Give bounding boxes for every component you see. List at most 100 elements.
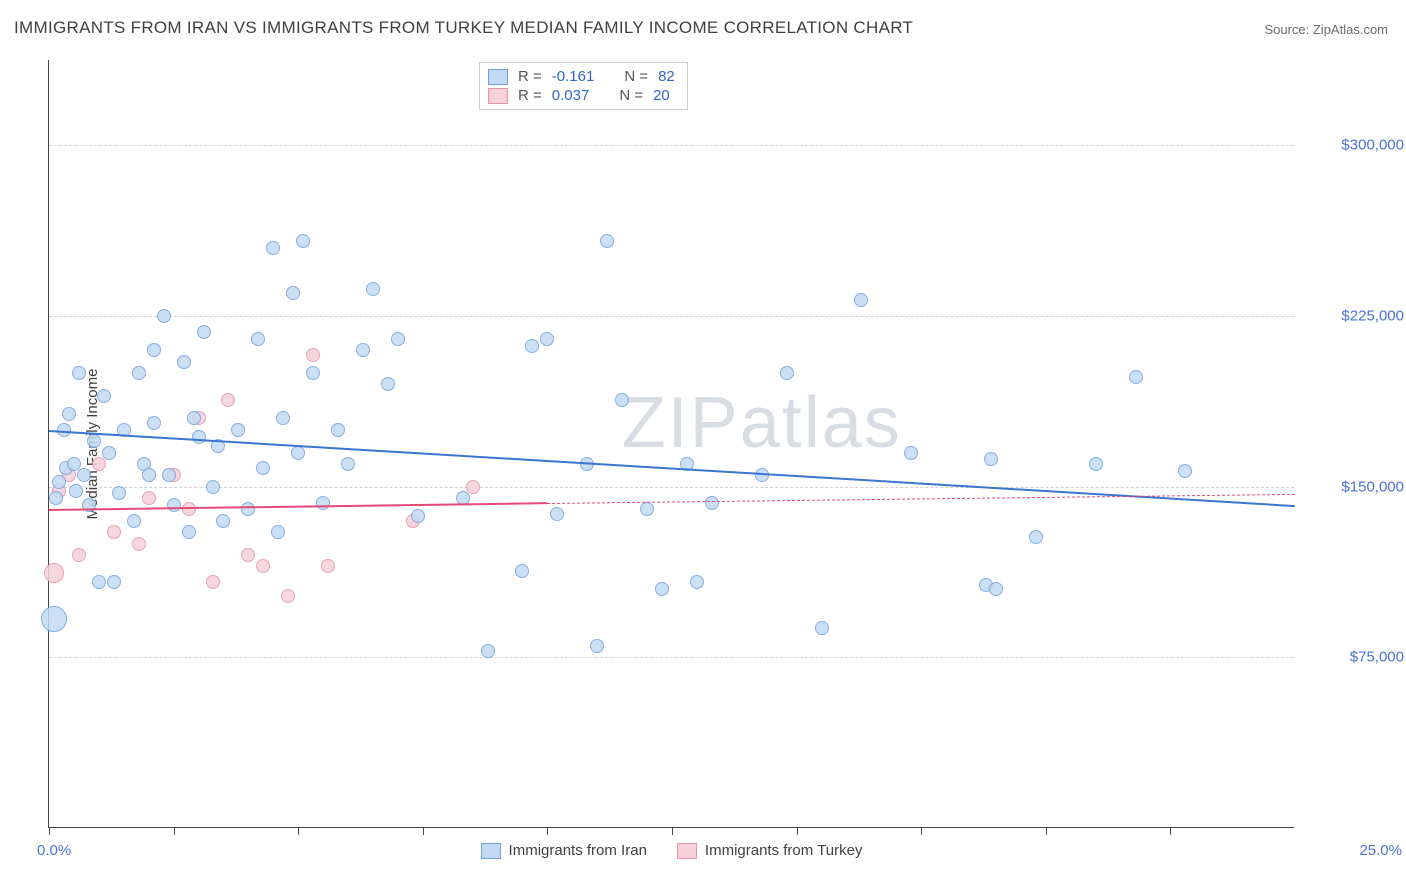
scatter-point — [132, 366, 146, 380]
scatter-point — [904, 446, 918, 460]
plot-area: Median Family Income ZIPatlas 0.0% 25.0%… — [48, 60, 1294, 828]
legend-label: Immigrants from Turkey — [705, 842, 863, 859]
scatter-point — [206, 575, 220, 589]
scatter-point — [177, 355, 191, 369]
scatter-point — [331, 423, 345, 437]
scatter-point — [705, 496, 719, 510]
chart-title: IMMIGRANTS FROM IRAN VS IMMIGRANTS FROM … — [14, 18, 913, 38]
gridline — [49, 657, 1294, 658]
scatter-point — [341, 457, 355, 471]
scatter-point — [241, 548, 255, 562]
scatter-point — [815, 621, 829, 635]
scatter-point — [49, 491, 63, 505]
scatter-point — [142, 491, 156, 505]
trend-line — [49, 503, 547, 512]
scatter-point — [306, 348, 320, 362]
scatter-point — [97, 389, 111, 403]
n-label: N = — [619, 87, 643, 104]
gridline — [49, 316, 1294, 317]
scatter-point — [216, 514, 230, 528]
scatter-point — [92, 575, 106, 589]
scatter-point — [127, 514, 141, 528]
scatter-point — [296, 234, 310, 248]
scatter-point — [162, 468, 176, 482]
scatter-point — [87, 434, 101, 448]
scatter-point — [107, 525, 121, 539]
scatter-point — [92, 457, 106, 471]
scatter-point — [640, 502, 654, 516]
scatter-point — [77, 468, 91, 482]
x-tick — [921, 827, 922, 835]
scatter-point — [157, 309, 171, 323]
legend-swatch-icon — [677, 843, 697, 859]
scatter-point — [989, 582, 1003, 596]
chart-source: Source: ZipAtlas.com — [1264, 22, 1388, 37]
legend-label: Immigrants from Iran — [509, 842, 647, 859]
scatter-point — [107, 575, 121, 589]
scatter-point — [984, 452, 998, 466]
scatter-point — [221, 393, 235, 407]
y-tick-label: $225,000 — [1304, 308, 1404, 325]
y-tick-label: $75,000 — [1304, 649, 1404, 666]
scatter-point — [1178, 464, 1192, 478]
scatter-point — [366, 282, 380, 296]
stats-row: R = -0.161 N = 82 — [488, 67, 675, 86]
scatter-point — [780, 366, 794, 380]
scatter-point — [615, 393, 629, 407]
scatter-point — [481, 644, 495, 658]
watermark-text: ZIPatlas — [622, 382, 902, 464]
scatter-point — [321, 559, 335, 573]
scatter-point — [142, 468, 156, 482]
legend-item: Immigrants from Turkey — [677, 842, 863, 859]
scatter-point — [1089, 457, 1103, 471]
scatter-point — [1129, 370, 1143, 384]
x-axis-min-label: 0.0% — [37, 842, 71, 859]
legend-swatch-icon — [481, 843, 501, 859]
scatter-point — [854, 293, 868, 307]
r-label: R = — [518, 68, 542, 85]
n-value: 20 — [653, 87, 670, 104]
scatter-point — [276, 411, 290, 425]
scatter-point — [316, 496, 330, 510]
x-tick — [298, 827, 299, 835]
scatter-point — [281, 589, 295, 603]
x-tick — [797, 827, 798, 835]
stats-legend: R = -0.161 N = 82 R = 0.037 N = 20 — [479, 62, 688, 110]
r-label: R = — [518, 87, 542, 104]
scatter-point — [72, 548, 86, 562]
y-tick-label: $300,000 — [1304, 137, 1404, 154]
scatter-point — [690, 575, 704, 589]
scatter-point — [251, 332, 265, 346]
scatter-point — [187, 411, 201, 425]
scatter-point — [147, 343, 161, 357]
scatter-point — [112, 486, 126, 500]
scatter-point — [515, 564, 529, 578]
scatter-point — [356, 343, 370, 357]
x-tick — [423, 827, 424, 835]
gridline — [49, 145, 1294, 146]
series-legend: Immigrants from Iran Immigrants from Tur… — [481, 842, 863, 859]
x-tick — [49, 827, 50, 835]
x-tick — [672, 827, 673, 835]
scatter-point — [600, 234, 614, 248]
scatter-point — [72, 366, 86, 380]
scatter-point — [256, 461, 270, 475]
scatter-point — [197, 325, 211, 339]
x-tick — [174, 827, 175, 835]
scatter-point — [231, 423, 245, 437]
scatter-point — [550, 507, 564, 521]
scatter-point — [182, 502, 196, 516]
x-tick — [1046, 827, 1047, 835]
scatter-point — [241, 502, 255, 516]
r-value: -0.161 — [552, 68, 595, 85]
scatter-point — [147, 416, 161, 430]
scatter-point — [590, 639, 604, 653]
scatter-point — [62, 407, 76, 421]
scatter-point — [271, 525, 285, 539]
scatter-point — [306, 366, 320, 380]
stats-row: R = 0.037 N = 20 — [488, 86, 675, 105]
scatter-point — [411, 509, 425, 523]
scatter-point — [102, 446, 116, 460]
scatter-point — [44, 563, 64, 583]
scatter-point — [291, 446, 305, 460]
